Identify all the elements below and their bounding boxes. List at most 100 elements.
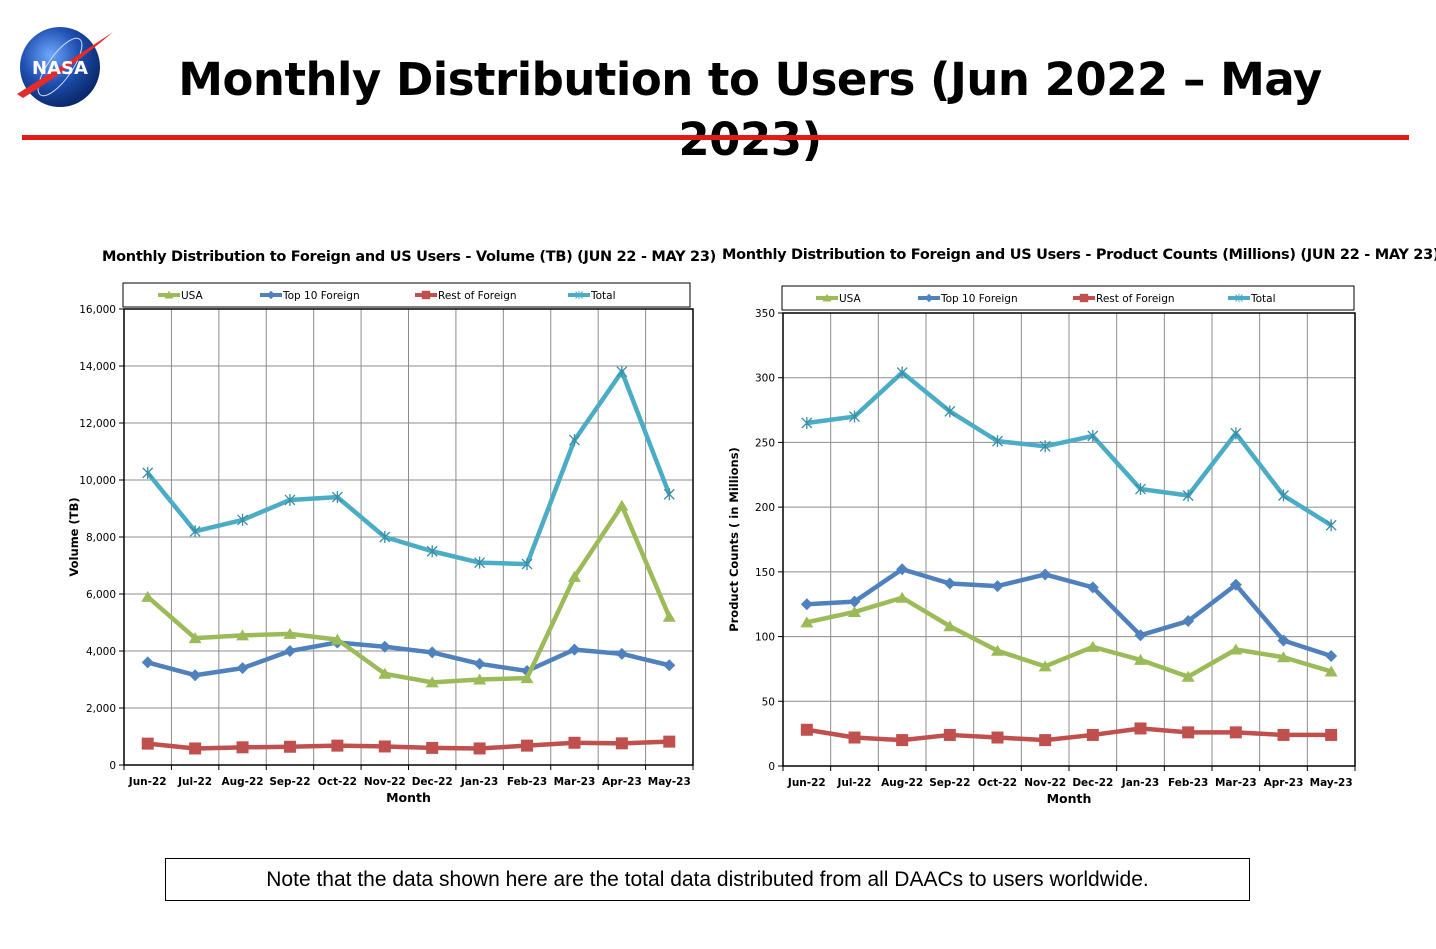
series-line xyxy=(145,369,672,567)
legend-label: USA xyxy=(839,293,862,305)
data-point xyxy=(473,657,486,670)
legend-item-rest-of-foreign: Rest of Foreign xyxy=(415,290,517,302)
legend-marker xyxy=(924,293,934,303)
data-point xyxy=(521,558,533,571)
x-tick-label: Oct-22 xyxy=(978,777,1017,789)
data-point xyxy=(615,499,629,511)
legend-box xyxy=(122,282,691,308)
data-point xyxy=(663,659,676,672)
data-point xyxy=(189,742,202,755)
legend-item-usa: USA xyxy=(816,293,862,305)
y-axis: 0 50 100 150 200 250 300 350 xyxy=(755,308,783,773)
x-axis: Jun-22 Jul-22 Aug-22 Sep-22 Oct-22 Nov-22 Dec-… xyxy=(123,765,694,788)
x-tick-label: Feb-23 xyxy=(1168,777,1208,789)
legend-marker xyxy=(1079,293,1089,303)
y-tick-label: 16,000 xyxy=(79,304,116,316)
chart-title-volume: Monthly Distribution to Foreign and US U… xyxy=(102,249,716,265)
y-tick-label: 6,000 xyxy=(86,589,116,601)
data-point xyxy=(1278,489,1289,502)
y-axis-title: Product Counts ( in Millions) xyxy=(727,447,741,632)
legend-label: Rest of Foreign xyxy=(438,290,517,302)
data-point xyxy=(943,577,956,590)
nasa-logo: NASA xyxy=(17,27,113,107)
data-point xyxy=(473,673,487,685)
note-text: Note that the data shown here are the to… xyxy=(266,867,1149,891)
x-tick-label: Mar-23 xyxy=(1215,777,1257,789)
data-point xyxy=(896,366,908,379)
data-point xyxy=(615,737,628,750)
square-icon xyxy=(1079,293,1089,303)
legend-label: Top 10 Foreign xyxy=(940,293,1018,305)
y-tick-label: 150 xyxy=(755,567,775,579)
y-tick-label: 10,000 xyxy=(79,475,116,487)
data-point xyxy=(991,580,1004,593)
data-point xyxy=(663,735,676,748)
series-line xyxy=(146,503,672,685)
data-point xyxy=(1325,519,1337,532)
data-point xyxy=(236,662,249,675)
data-point xyxy=(473,742,486,755)
data-point xyxy=(474,556,486,569)
data-point xyxy=(1039,568,1052,581)
data-point xyxy=(141,737,154,750)
data-point xyxy=(991,731,1004,744)
x-axis-title: Month xyxy=(1047,791,1092,806)
diamond-icon xyxy=(924,293,934,303)
star-icon xyxy=(1235,293,1243,303)
legend-item-top-10-foreign: Top 10 Foreign xyxy=(918,293,1018,305)
data-point xyxy=(1324,665,1338,677)
data-point xyxy=(1229,578,1242,591)
data-point xyxy=(426,741,439,754)
series-total xyxy=(142,365,675,571)
data-point xyxy=(283,645,296,657)
y-tick-label: 300 xyxy=(755,373,775,385)
x-tick-label: Nov-22 xyxy=(364,776,406,788)
x-tick-label: Feb-23 xyxy=(507,776,547,788)
x-tick-label: Dec-22 xyxy=(412,776,453,788)
data-point xyxy=(331,491,343,504)
y-tick-label: 12,000 xyxy=(79,418,116,430)
data-point xyxy=(895,591,909,603)
x-tick-label: Jul-22 xyxy=(177,776,212,788)
data-point xyxy=(284,493,296,506)
y-tick-label: 2,000 xyxy=(86,703,116,715)
data-point xyxy=(568,434,580,447)
y-tick-label: 14,000 xyxy=(79,361,116,373)
data-point xyxy=(236,741,249,754)
page-title: Monthly Distribution to Users (Jun 2022 … xyxy=(178,53,1322,166)
x-tick-label: Jan-23 xyxy=(460,776,498,788)
data-point xyxy=(1277,634,1290,647)
data-point xyxy=(330,633,344,645)
x-axis-title: Month xyxy=(386,790,431,805)
chart-product-counts: USA Top 10 Foreign Rest of Foreign Total 0 50… xyxy=(727,285,1356,806)
data-point xyxy=(188,632,202,644)
legend-box xyxy=(781,285,1355,311)
series-line xyxy=(147,640,670,678)
y-tick-label: 0 xyxy=(109,760,116,772)
legend-item-top-10-foreign: Top 10 Foreign xyxy=(260,290,360,302)
x-tick-label: Apr-23 xyxy=(1264,777,1304,789)
legend-marker xyxy=(266,290,276,300)
series-total xyxy=(801,366,1337,532)
legend-marker xyxy=(575,290,583,300)
y-tick-label: 350 xyxy=(755,308,775,320)
data-point xyxy=(1086,640,1100,652)
legend-item-total: Total xyxy=(568,290,616,302)
data-point xyxy=(567,570,581,582)
legend-item-rest-of-foreign: Rest of Foreign xyxy=(1073,293,1175,305)
series-rest-of-foreign xyxy=(800,722,1338,747)
y-tick-label: 100 xyxy=(755,632,775,644)
data-point xyxy=(1087,429,1099,442)
triangle-icon xyxy=(164,290,174,299)
x-tick-label: Sep-22 xyxy=(929,777,970,789)
data-point xyxy=(848,731,861,744)
x-tick-label: Aug-22 xyxy=(221,776,263,788)
legend-marker xyxy=(421,290,431,300)
x-tick-label: May-23 xyxy=(1310,777,1353,789)
data-point xyxy=(1039,440,1051,453)
legend-marker xyxy=(164,290,174,299)
x-tick-label: Jan-23 xyxy=(1121,777,1159,789)
series-line xyxy=(806,595,1332,679)
series-line xyxy=(806,726,1332,743)
data-point xyxy=(1134,653,1147,665)
